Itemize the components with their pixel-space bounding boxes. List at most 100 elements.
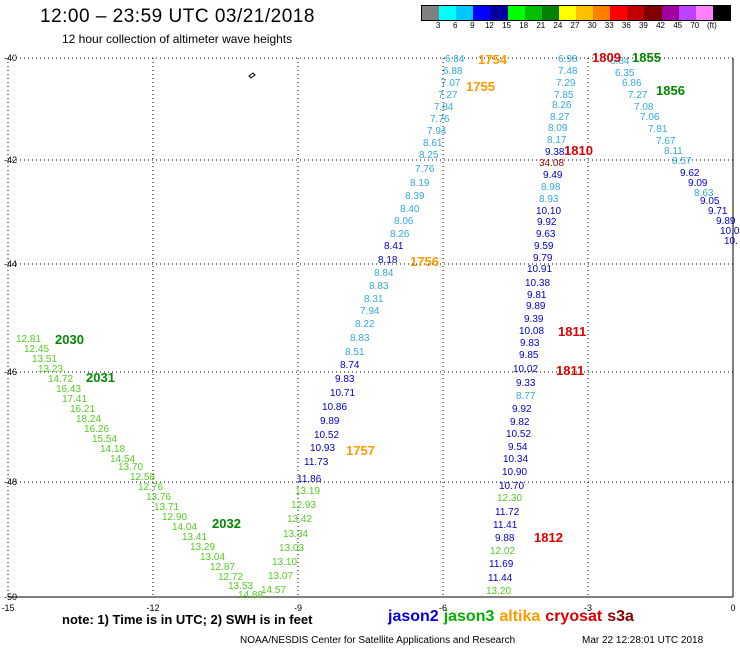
swh-value-label: 9.63 [536, 229, 556, 240]
swh-value-label: 13.10 [272, 557, 297, 568]
pass-time-label: 1811 [558, 324, 586, 339]
latitude-tick-labels: -40 -42 -44 -46 -48 -50 [4, 53, 17, 602]
swh-value-label: 13.76 [146, 492, 171, 503]
swh-value-label: 11.41 [493, 520, 518, 531]
swh-value-label: 7.81 [648, 124, 668, 135]
x-tick-label: -6 [439, 603, 447, 613]
swh-value-label: 10.91 [527, 264, 552, 275]
swh-value-label: 6.86 [622, 78, 642, 89]
swh-value-label: 8.39 [405, 191, 425, 202]
swh-value-label: 10.70 [499, 481, 524, 492]
color-scale-label: (ft) [706, 21, 717, 30]
swh-value-label: 14.72 [48, 374, 73, 385]
swh-value-label: 11.69 [489, 559, 514, 570]
color-scale-cell [661, 6, 679, 20]
color-scale-cell [627, 6, 645, 20]
color-scale-cell [575, 6, 594, 20]
color-scale-label: 21 [536, 21, 546, 30]
swh-value-label: 8.19 [410, 178, 430, 189]
swh-value-label: 13.19 [295, 486, 320, 497]
swh-value-label: 34.08 [539, 158, 564, 169]
swh-value-label: 13.07 [268, 571, 293, 582]
color-scale-bar [421, 5, 731, 21]
swh-value-label: 10.10 [536, 206, 561, 217]
swh-value-label: 7.85 [554, 90, 574, 101]
pass-time-label: 1809 [592, 50, 621, 65]
legend-item-s3a: s3a [607, 608, 634, 625]
y-tick-label: -46 [4, 367, 17, 377]
swh-value-label: 8.83 [369, 281, 389, 292]
swh-value-label: 7.94 [360, 306, 380, 317]
swh-value-label: 8.84 [374, 268, 394, 279]
x-tick-label: -15 [1, 603, 14, 613]
swh-value-label: 6.88 [443, 66, 463, 77]
pass-time-label: 1757 [346, 443, 375, 458]
pass-time-label: 1754 [478, 52, 508, 67]
swh-value-label: 8.11 [664, 146, 683, 157]
swh-value-label: 9.59 [534, 241, 554, 252]
swh-value-label: 7.08 [634, 102, 654, 113]
swh-value-label: 8.98 [541, 182, 561, 193]
swh-value-label: 9.82 [510, 417, 530, 428]
y-tick-label: -44 [4, 259, 17, 269]
y-tick-label: -40 [4, 53, 17, 63]
swh-value-label: 13.51 [32, 354, 57, 365]
color-scale-labels: 3 6 9 12 15 18 21 24 27 30 33 36 39 42 45 70 (ft) [421, 21, 729, 33]
swh-value-label: 9.89 [320, 416, 340, 427]
swh-value-label: 13.71 [154, 502, 179, 513]
swh-value-label: 12.30 [497, 493, 522, 504]
pass-time-label: 1811 [556, 363, 584, 378]
swh-value-label: 10.86 [322, 402, 347, 413]
color-scale-cell [644, 6, 662, 20]
color-scale-label: 27 [570, 21, 580, 30]
swh-value-label: 10.08 [519, 326, 544, 337]
color-scale-cell [422, 6, 440, 20]
page-subtitle: 12 hour collection of altimeter wave hei… [62, 32, 293, 46]
swh-value-label: 7.84 [434, 102, 454, 113]
swh-value-label: 7.67 [656, 136, 676, 147]
swh-value-label: 8.26 [552, 100, 572, 111]
swh-value-label: 12.02 [490, 546, 515, 557]
swh-value-label: 10.0 [720, 226, 740, 237]
legend-item-cryosat: cryosat [545, 608, 603, 625]
swh-value-label: 12.58 [130, 472, 155, 483]
swh-value-label: 8.51 [345, 347, 365, 358]
color-scale-label: 30 [587, 21, 597, 30]
swh-value-label: 10.38 [525, 278, 550, 289]
swh-value-label: 6.35 [615, 68, 635, 79]
swh-value-label: 13.41 [182, 532, 207, 543]
swh-value-label: 12.87 [210, 562, 235, 573]
color-scale-label: 3 [435, 21, 441, 30]
swh-value-label: 8.27 [550, 112, 570, 123]
swh-value-label: 9.83 [520, 338, 540, 349]
swh-value-label: 16.26 [84, 424, 109, 435]
color-scale-cell [473, 6, 491, 20]
swh-value-label: 18.24 [76, 414, 101, 425]
footer-timestamp: Mar 22 12:28:01 UTC 2018 [582, 635, 704, 646]
x-tick-label: -3 [584, 603, 592, 613]
swh-value-label: 16.21 [70, 404, 95, 415]
swh-value-label: 10.34 [503, 454, 528, 465]
swh-value-label: 7.48 [558, 66, 578, 77]
swh-value-label: 8.22 [355, 319, 375, 330]
swh-value-label: 12.76 [138, 482, 163, 493]
swh-value-label: 9.92 [537, 217, 557, 228]
legend-item-jason2: jason2 [388, 608, 439, 625]
swh-value-label: 8.09 [548, 123, 568, 134]
swh-value-label: 13.03 [279, 543, 304, 554]
color-scale-cell [456, 6, 474, 20]
lat-lon-grid [8, 58, 733, 597]
swh-value-label: 13.53 [228, 581, 253, 592]
pass-time-label: 2031 [86, 370, 115, 385]
swh-value-label: 12.45 [24, 344, 49, 355]
swh-value-label: 7.27 [628, 90, 648, 101]
swh-value-label: 9.89 [526, 301, 546, 312]
map-note: note: 1) Time is in UTC; 2) SWH is in fe… [62, 612, 313, 627]
x-tick-label: -12 [146, 603, 159, 613]
swh-value-label: 6.84 [445, 54, 465, 65]
swh-value-label: 8.25 [419, 150, 439, 161]
swh-value-label: 11.72 [495, 507, 520, 518]
pass-time-label: 1812 [534, 530, 563, 545]
swh-value-label: 13.34 [283, 529, 308, 540]
swh-value-label: 8.40 [400, 204, 420, 215]
